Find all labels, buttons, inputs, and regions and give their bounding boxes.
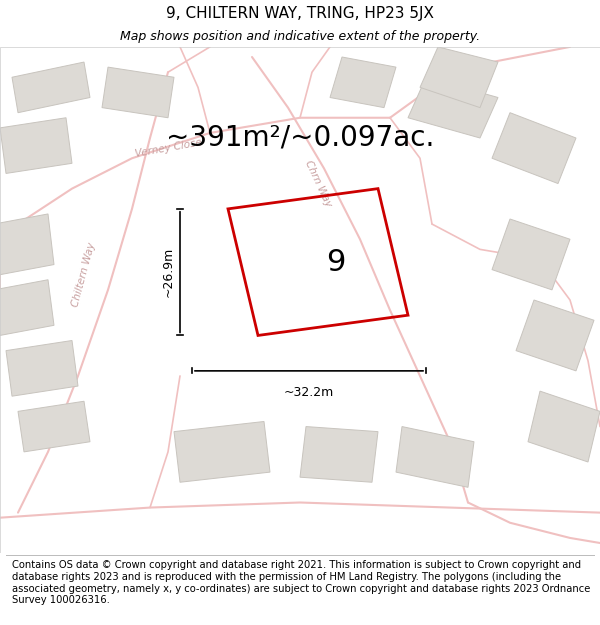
Polygon shape	[300, 426, 378, 483]
Polygon shape	[420, 47, 498, 108]
Polygon shape	[528, 391, 600, 462]
Text: 9: 9	[326, 248, 346, 276]
Text: Contains OS data © Crown copyright and database right 2021. This information is : Contains OS data © Crown copyright and d…	[12, 560, 590, 605]
Text: ~26.9m: ~26.9m	[161, 247, 175, 298]
Text: ~32.2m: ~32.2m	[284, 386, 334, 399]
Polygon shape	[0, 214, 54, 275]
Polygon shape	[12, 62, 90, 112]
Polygon shape	[492, 219, 570, 290]
Text: 9, CHILTERN WAY, TRING, HP23 5JX: 9, CHILTERN WAY, TRING, HP23 5JX	[166, 6, 434, 21]
Polygon shape	[0, 280, 54, 336]
Text: Chiltern Way: Chiltern Way	[71, 241, 97, 308]
Polygon shape	[102, 67, 174, 118]
Polygon shape	[174, 421, 270, 482]
Polygon shape	[396, 426, 474, 488]
Text: Map shows position and indicative extent of the property.: Map shows position and indicative extent…	[120, 30, 480, 43]
Text: Verney Close: Verney Close	[134, 138, 202, 159]
Polygon shape	[0, 118, 72, 173]
Polygon shape	[408, 78, 498, 138]
Text: Chrn Way: Chrn Way	[303, 159, 333, 208]
Polygon shape	[492, 112, 576, 184]
Polygon shape	[516, 300, 594, 371]
Polygon shape	[18, 401, 90, 452]
Polygon shape	[330, 57, 396, 108]
Polygon shape	[6, 341, 78, 396]
Text: ~391m²/~0.097ac.: ~391m²/~0.097ac.	[166, 124, 434, 152]
